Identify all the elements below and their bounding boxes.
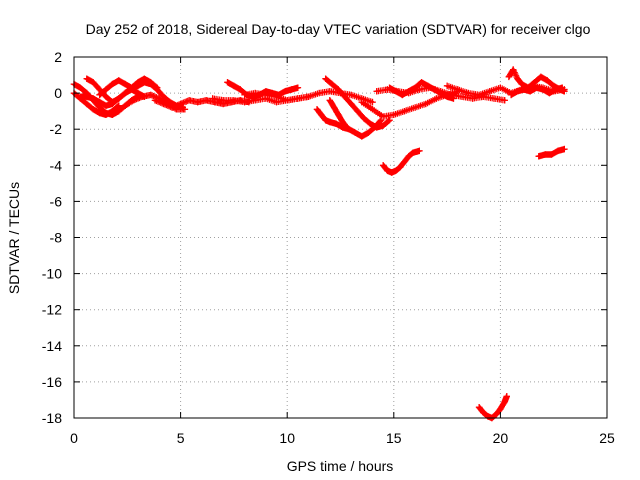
grid-lines — [74, 57, 607, 418]
series-markers — [96, 77, 186, 111]
series-arc-21 — [535, 145, 568, 160]
series-markers — [507, 84, 566, 99]
x-tick-labels: 0 5 10 15 20 25 — [70, 430, 615, 446]
plot-frame — [73, 56, 608, 419]
y-tick-label: 2 — [54, 49, 62, 65]
y-tick-labels: 2 0 -2 -4 -6 -8 -10 -12 -14 -16 -18 — [42, 49, 62, 426]
series-markers — [535, 145, 568, 160]
series-arc-10 — [241, 88, 376, 106]
x-tick-label: 15 — [386, 430, 402, 446]
series-markers — [77, 86, 148, 109]
series-markers — [313, 106, 385, 140]
chart-title: Day 252 of 2018, Sidereal Day-to-day VTE… — [86, 21, 591, 37]
y-tick-label: -12 — [42, 302, 62, 318]
y-tick-label: -18 — [42, 410, 62, 426]
y-tick-label: -14 — [42, 338, 62, 354]
x-tick-label: 25 — [599, 430, 615, 446]
y-tick-label: 0 — [54, 85, 62, 101]
y-tick-label: -8 — [50, 230, 63, 246]
y-tick-label: -16 — [42, 374, 62, 390]
y-axis-label: SDTVAR / TECUs — [6, 182, 22, 294]
series-markers — [386, 79, 457, 102]
series-arc-13 — [313, 106, 385, 140]
x-tick-label: 10 — [279, 430, 295, 446]
series-markers — [379, 147, 423, 176]
series-arc-12 — [326, 97, 351, 131]
y-tick-label: -6 — [50, 193, 63, 209]
y-tick-label: -2 — [50, 121, 63, 137]
y-tick-label: -4 — [50, 157, 63, 173]
series-arc-19 — [507, 84, 566, 99]
axis-ticks — [73, 56, 608, 419]
y-tick-label: -10 — [42, 266, 62, 282]
series-arc-16 — [386, 79, 457, 102]
series-arc-22 — [475, 393, 510, 422]
series-arc-20 — [379, 147, 423, 176]
data-markers — [70, 66, 568, 422]
x-tick-label: 0 — [70, 430, 78, 446]
x-tick-label: 20 — [493, 430, 509, 446]
x-tick-label: 5 — [177, 430, 185, 446]
series-markers — [475, 393, 510, 422]
x-axis-label: GPS time / hours — [287, 458, 394, 474]
